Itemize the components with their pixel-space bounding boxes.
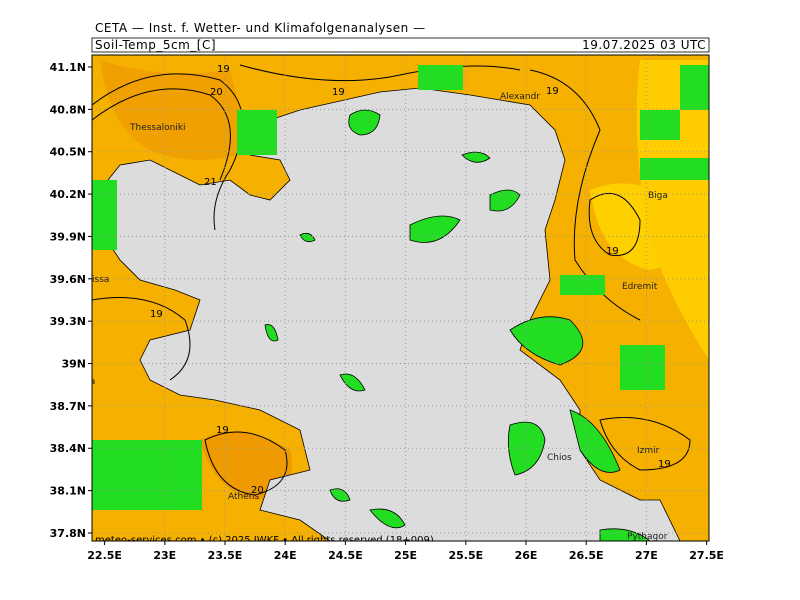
contour-line	[599, 417, 691, 471]
land-patch	[237, 110, 277, 155]
title-bar	[91, 37, 710, 53]
lat-label: 39.6N	[50, 273, 86, 286]
island	[299, 232, 316, 243]
contour-label: 20	[210, 87, 223, 98]
land-patch	[680, 65, 709, 110]
island	[509, 316, 584, 366]
lon-label: 22.5E	[87, 549, 122, 562]
island	[507, 421, 546, 476]
land-patch	[560, 275, 605, 295]
lon-label: 23.5E	[208, 549, 243, 562]
place-label: Pythagor	[627, 532, 668, 542]
lat-label: 38.1N	[50, 485, 86, 498]
island	[599, 528, 651, 541]
land-patch	[418, 65, 463, 90]
contour-line	[239, 64, 521, 82]
place-label: Chios	[547, 453, 572, 463]
plot-frame	[91, 54, 710, 542]
graticule	[92, 55, 709, 541]
lon-label: 25E	[394, 549, 417, 562]
contour-line	[204, 431, 288, 496]
lat-label: 39.3N	[50, 315, 86, 328]
lat-label: 39.9N	[50, 230, 86, 243]
place-label: Thessaloniki	[129, 123, 186, 133]
lon-label: 25.5E	[448, 549, 483, 562]
valid-time: 19.07.2025 03 UTC	[582, 38, 706, 52]
island	[348, 109, 381, 136]
lon-label: 27E	[635, 549, 658, 562]
warm-zone	[100, 60, 250, 160]
place-label: Edremit	[622, 282, 658, 292]
contour-label: 19	[606, 246, 619, 257]
lat-label: 39N	[61, 358, 86, 371]
land-patch	[620, 345, 665, 390]
lat-label: 40.8N	[50, 103, 86, 116]
lon-label: 24E	[274, 549, 297, 562]
place-label: issa	[92, 275, 109, 285]
lat-label: 37.8N	[50, 527, 86, 540]
lat-label: 40.5N	[50, 146, 86, 159]
lon-label: 27.5E	[689, 549, 724, 562]
island	[339, 373, 366, 392]
lon-label: 24.5E	[328, 549, 363, 562]
island	[369, 508, 406, 529]
place-label: Athens	[228, 492, 259, 502]
lon-label: 26.5E	[569, 549, 604, 562]
contour-label: 21	[204, 177, 217, 188]
contour-label: 19	[658, 459, 671, 470]
lat-label: 38.4N	[50, 442, 86, 455]
island	[489, 189, 521, 212]
land-patch	[640, 158, 709, 180]
island	[461, 151, 491, 163]
lat-label: 40.2N	[50, 188, 86, 201]
contour-line	[92, 88, 231, 181]
island	[569, 409, 621, 473]
land-patch	[92, 440, 202, 510]
place-label: Izmir	[637, 446, 660, 456]
lon-label: 26E	[515, 549, 538, 562]
contour-label: 19	[546, 86, 559, 97]
contour-line	[92, 73, 244, 231]
contour-label: 19	[217, 64, 230, 75]
axis-labels: 41.1N 40.8N 40.5N 40.2N 39.9N 39.6N 39.3N 39N 38…	[50, 61, 724, 562]
contour-line	[588, 192, 641, 257]
map-area: Thessaloniki Alexandr Biga Edremit issa …	[68, 55, 709, 546]
lon-label: 23E	[153, 549, 176, 562]
place-label: Alexandr	[500, 92, 540, 102]
lat-label: 41.1N	[50, 61, 86, 74]
contour-label: 20	[251, 485, 264, 496]
place-label: Biga	[648, 191, 668, 201]
lat-label: 38.7N	[50, 400, 86, 413]
contour-label: 19	[216, 425, 229, 436]
island	[264, 324, 279, 342]
island	[409, 215, 461, 243]
contour-label: 19	[150, 309, 163, 320]
footer: meteo-services.com • (c) 2025 IWKF • All…	[95, 535, 434, 546]
institute: CETA — Inst. f. Wetter- und Klimafolgena…	[95, 21, 426, 35]
land-patch	[92, 180, 117, 250]
place-label: Lamia	[68, 377, 95, 387]
variable-title: Soil-Temp_5cm_[C]	[95, 38, 216, 52]
contour-line	[92, 297, 191, 381]
contour-label: 19	[332, 87, 345, 98]
